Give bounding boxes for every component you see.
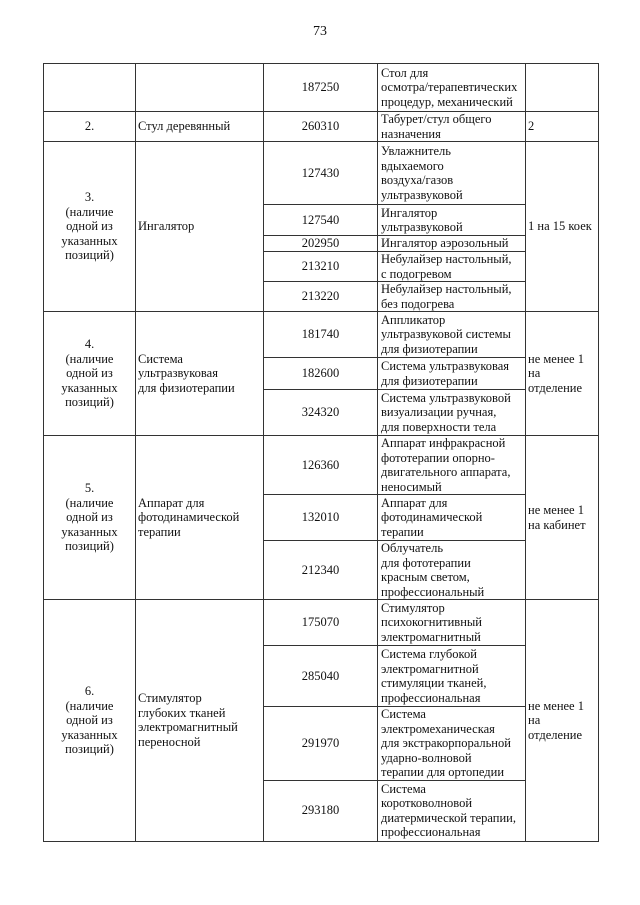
- item-code: 127540: [263, 204, 378, 236]
- item-code: 187250: [263, 63, 378, 112]
- item-description: Система электромеханическая для экстрако…: [377, 706, 526, 781]
- item-description: Система глубокой электромагнитной стимул…: [377, 645, 526, 707]
- item-description: Система ультразвуковой визуализации ручн…: [377, 389, 526, 436]
- item-code: 182600: [263, 357, 378, 390]
- item-code: 126360: [263, 435, 378, 495]
- item-number: 2.: [43, 111, 136, 142]
- item-name: [135, 63, 264, 112]
- table-row: 202950 Ингалятор аэрозольный: [44, 235, 599, 252]
- item-number: 4. (наличие одной из указанных позиций): [43, 311, 136, 436]
- item-code: 175070: [263, 599, 378, 646]
- item-description: Система ультразвуковая для физиотерапии: [377, 357, 526, 390]
- item-description: Табурет/стул общего назначения: [377, 111, 526, 142]
- item-quantity: не менее 1 на кабинет: [525, 435, 599, 600]
- item-description: Увлажнитель вдыхаемого воздуха/газов уль…: [377, 141, 526, 205]
- item-code: 212340: [263, 540, 378, 600]
- item-number: 5. (наличие одной из указанных позиций): [43, 435, 136, 600]
- item-code: 181740: [263, 311, 378, 358]
- item-description: Аппарат для фотодинамической терапии: [377, 494, 526, 541]
- item-code: 293180: [263, 779, 378, 842]
- table-row: 182600 Система ультразвуковая для физиоте…: [44, 357, 599, 390]
- table-row: 213210 Небулайзер настольный, с подогрево…: [44, 251, 599, 282]
- item-code: 127430: [263, 141, 378, 205]
- item-code: 260310: [263, 111, 378, 142]
- page-number: 73: [313, 24, 327, 39]
- item-description: Небулайзер настольный, с подогревом: [377, 251, 526, 282]
- item-code: 291970: [263, 706, 378, 781]
- item-description: Система коротковолновой диатермической т…: [377, 779, 526, 842]
- item-quantity: 2: [525, 111, 599, 142]
- table-row: 6. (наличие одной из указанных позиций) С…: [43, 599, 599, 842]
- table-row: 5. (наличие одной из указанных позиций) А…: [43, 435, 599, 600]
- item-description: Ингалятор аэрозольный: [377, 235, 526, 252]
- equipment-table: 187250 Стол для осмотра/терапевтических п…: [43, 63, 599, 842]
- item-description: Аппликатор ультразвуковой системы для фи…: [377, 311, 526, 358]
- item-code: 213210: [263, 251, 378, 282]
- table-row: 212340 Облучатель для фототерапии красным…: [44, 540, 599, 600]
- item-quantity: 1 на 15 коек: [525, 141, 599, 312]
- item-description: Ингалятор ультразвуковой: [377, 204, 526, 236]
- item-name: Стимулятор глубоких тканей электромагнит…: [135, 599, 264, 842]
- item-code: 132010: [263, 494, 378, 541]
- item-name: Аппарат для фотодинамической терапии: [135, 435, 264, 600]
- table-row: 213220 Небулайзер настольный, без подогре…: [44, 281, 599, 312]
- item-name: Стул деревянный: [135, 111, 264, 142]
- item-code: 202950: [263, 235, 378, 252]
- item-name: Ингалятор: [135, 141, 264, 312]
- table-row: 293180 Система коротковолновой диатермиче…: [44, 779, 599, 842]
- item-code: 324320: [263, 389, 378, 436]
- item-quantity: не менее 1 на отделение: [525, 311, 599, 436]
- table-row: 3. (наличие одной из указанных позиций) И…: [43, 141, 599, 312]
- item-number: [43, 63, 136, 112]
- item-code: 285040: [263, 645, 378, 707]
- table-row: 324320 Система ультразвуковой визуализаци…: [44, 389, 599, 436]
- table-row: 127540 Ингалятор ультразвуковой: [44, 204, 599, 236]
- item-description: Стол для осмотра/терапевтических процеду…: [377, 63, 526, 112]
- item-description: Аппарат инфракрасной фототерапии опорно-…: [377, 435, 526, 495]
- table-row: 285040 Система глубокой электромагнитной …: [44, 645, 599, 707]
- table-row: 2. Стул деревянный 260310 Табурет/стул обще…: [43, 111, 599, 142]
- item-quantity: [525, 63, 599, 112]
- item-code: 213220: [263, 281, 378, 312]
- item-description: Стимулятор психокогнитивный электромагни…: [377, 599, 526, 646]
- table-row: 187250 Стол для осмотра/терапевтических п…: [43, 63, 599, 112]
- item-name: Система ультразвуковая для физиотерапии: [135, 311, 264, 436]
- table-row: 291970 Система электромеханическая для эк…: [44, 706, 599, 781]
- item-description: Небулайзер настольный, без подогрева: [377, 281, 526, 312]
- item-number: 6. (наличие одной из указанных позиций): [43, 599, 136, 842]
- item-description: Облучатель для фототерапии красным свето…: [377, 540, 526, 600]
- item-number: 3. (наличие одной из указанных позиций): [43, 141, 136, 312]
- item-quantity: не менее 1 на отделение: [525, 599, 599, 842]
- table-row: 4. (наличие одной из указанных позиций) С…: [43, 311, 599, 436]
